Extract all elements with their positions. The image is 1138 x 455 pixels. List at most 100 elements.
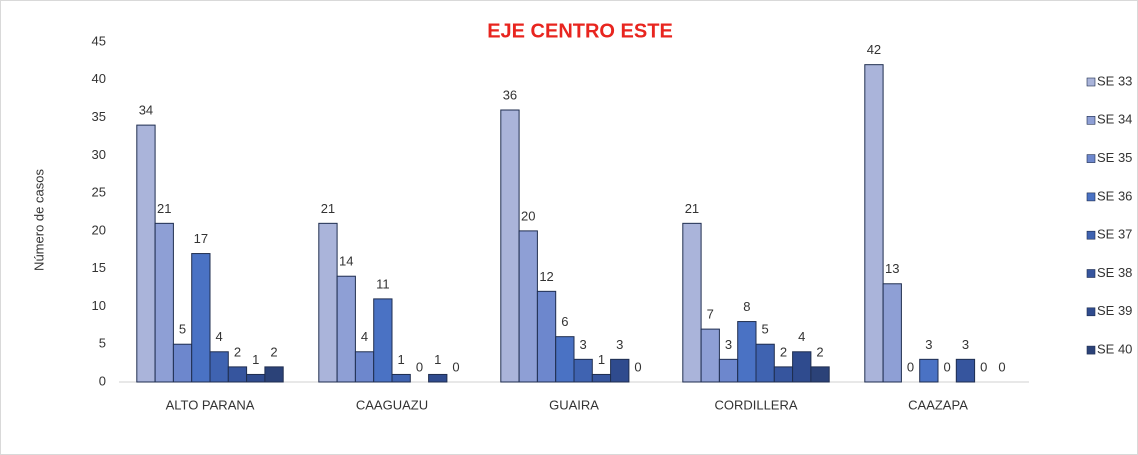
chart-title: EJE CENTRO ESTE	[487, 20, 673, 42]
y-tick-label: 20	[92, 222, 106, 237]
legend-swatch	[1086, 307, 1096, 317]
bar	[154, 222, 174, 383]
bar	[573, 358, 593, 383]
data-label: 1	[434, 352, 441, 367]
data-label: 5	[179, 322, 186, 337]
y-tick-label: 5	[99, 336, 106, 351]
data-label: 2	[780, 344, 787, 359]
data-label: 8	[743, 299, 750, 314]
bar	[882, 283, 902, 383]
legend-swatch	[1086, 269, 1096, 278]
legend-swatch	[1086, 116, 1096, 125]
data-label: 5	[762, 322, 769, 337]
bar	[336, 275, 356, 383]
y-tick-label: 30	[92, 147, 106, 162]
bar	[209, 351, 229, 383]
data-label: 36	[503, 87, 517, 102]
bar	[246, 373, 266, 383]
data-label: 3	[725, 337, 732, 352]
bar	[227, 366, 248, 383]
y-tick-label: 0	[99, 373, 106, 388]
data-label: 0	[416, 359, 423, 374]
bar	[136, 124, 156, 383]
y-tick-label: 45	[92, 33, 106, 48]
legend-swatch	[1086, 230, 1096, 240]
data-label: 20	[521, 208, 535, 223]
bar	[373, 298, 393, 383]
data-label: 21	[321, 201, 335, 216]
data-label: 4	[361, 329, 368, 344]
legend-label: SE 38	[1097, 265, 1132, 280]
data-label: 1	[398, 352, 405, 367]
x-tick-label: CAAZAPA	[908, 397, 968, 412]
bar	[518, 230, 538, 383]
bar	[682, 222, 702, 383]
legend-label: SE 34	[1097, 112, 1132, 127]
data-label: 11	[376, 276, 390, 291]
bar	[591, 373, 612, 383]
data-label: 17	[194, 231, 208, 246]
legend-label: SE 39	[1097, 303, 1132, 318]
bar	[792, 351, 812, 383]
bar	[318, 222, 338, 383]
data-label: 3	[925, 337, 932, 352]
legend-label: SE 35	[1097, 150, 1132, 165]
bar	[737, 321, 757, 383]
x-tick-label: CORDILLERA	[714, 397, 797, 412]
data-label: 3	[580, 337, 587, 352]
data-label: 0	[980, 359, 987, 374]
bar	[919, 358, 939, 383]
data-label: 1	[252, 352, 259, 367]
data-label: 2	[816, 344, 823, 359]
y-tick-label: 10	[92, 298, 106, 313]
legend-swatch	[1086, 154, 1096, 163]
data-label: 1	[598, 352, 605, 367]
bar	[500, 109, 520, 383]
y-tick-label: 40	[92, 71, 106, 86]
data-label: 21	[157, 201, 171, 216]
y-axis-label: Número de casos	[31, 169, 46, 271]
data-label: 12	[539, 269, 553, 284]
x-tick-label: GUAIRA	[549, 397, 599, 412]
data-label: 2	[270, 344, 277, 359]
data-label: 3	[962, 337, 969, 352]
legend-swatch	[1086, 77, 1096, 87]
bar	[755, 343, 775, 383]
data-label: 34	[139, 103, 153, 118]
data-label: 4	[798, 329, 805, 344]
bar	[718, 358, 739, 383]
bar	[610, 358, 630, 383]
bar	[536, 290, 557, 383]
data-label: 6	[561, 314, 568, 329]
bar	[191, 253, 211, 383]
legend-label: SE 36	[1097, 188, 1132, 203]
legend-label: SE 37	[1097, 227, 1132, 242]
y-tick-label: 15	[92, 260, 106, 275]
data-label: 7	[707, 307, 714, 322]
legend-label: SE 33	[1097, 73, 1132, 88]
data-label: 0	[944, 359, 951, 374]
data-label: 13	[885, 261, 899, 276]
x-tick-label: CAAGUAZU	[356, 397, 428, 412]
data-label: 4	[216, 329, 223, 344]
data-label: 42	[867, 42, 881, 57]
data-label: 0	[634, 359, 641, 374]
bar	[391, 373, 411, 383]
y-tick-label: 25	[92, 185, 106, 200]
bar	[864, 64, 884, 383]
data-label: 0	[907, 359, 914, 374]
bar	[700, 328, 720, 383]
bar	[264, 366, 284, 383]
y-tick-label: 35	[92, 109, 106, 124]
bar	[172, 343, 193, 383]
legend-swatch	[1086, 345, 1096, 355]
data-label: 2	[234, 344, 241, 359]
x-tick-label: ALTO PARANA	[166, 397, 255, 412]
bar	[428, 373, 448, 383]
bar	[810, 366, 830, 383]
data-label: 21	[685, 201, 699, 216]
bar	[354, 351, 375, 383]
bar	[555, 336, 575, 383]
bar	[773, 366, 794, 383]
